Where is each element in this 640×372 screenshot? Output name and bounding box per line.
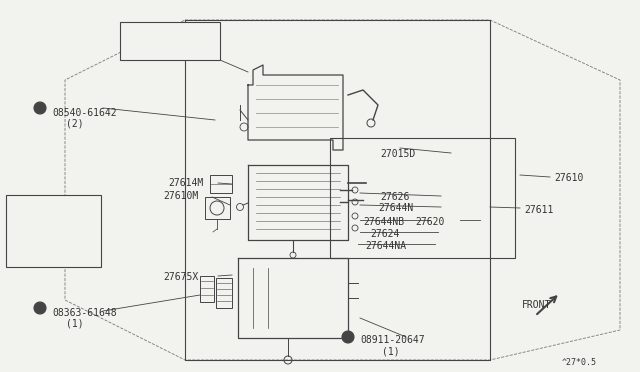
Bar bbox=[210, 175, 232, 193]
Bar bbox=[200, 276, 214, 302]
Text: N: N bbox=[345, 333, 351, 341]
Text: 27611: 27611 bbox=[524, 205, 554, 215]
Text: 27644N: 27644N bbox=[378, 203, 413, 213]
Text: (1): (1) bbox=[382, 346, 399, 356]
Circle shape bbox=[342, 331, 354, 343]
Text: 27620: 27620 bbox=[415, 217, 444, 227]
Text: 27624: 27624 bbox=[370, 229, 399, 239]
Bar bbox=[177, 42, 184, 54]
Text: 08540-61642: 08540-61642 bbox=[52, 108, 116, 118]
Text: 27614M: 27614M bbox=[168, 178, 204, 188]
Text: 27610: 27610 bbox=[554, 173, 584, 183]
Text: 08911-20647: 08911-20647 bbox=[360, 335, 424, 345]
Bar bbox=[6, 195, 101, 267]
Text: USA: USA bbox=[138, 32, 156, 42]
Text: (1): (1) bbox=[66, 319, 84, 329]
Bar bbox=[120, 22, 220, 60]
Text: S: S bbox=[37, 103, 43, 112]
Text: 27850N: 27850N bbox=[32, 237, 67, 247]
Text: S: S bbox=[37, 304, 43, 312]
Text: 27015D: 27015D bbox=[380, 149, 415, 159]
Text: 27626: 27626 bbox=[380, 192, 410, 202]
Bar bbox=[186, 42, 193, 54]
Circle shape bbox=[34, 302, 46, 314]
Text: FRONT: FRONT bbox=[522, 300, 552, 310]
Bar bbox=[216, 278, 232, 308]
Bar bbox=[330, 138, 515, 258]
Bar bbox=[159, 42, 166, 54]
Text: 27675X: 27675X bbox=[163, 272, 198, 282]
Bar bbox=[150, 42, 157, 54]
Text: F/WITHOUT AIR CON: F/WITHOUT AIR CON bbox=[7, 255, 92, 264]
Bar bbox=[168, 42, 175, 54]
Bar bbox=[205, 197, 230, 219]
Text: ^27*0.5: ^27*0.5 bbox=[562, 358, 597, 367]
Bar bbox=[195, 42, 202, 54]
Text: 27620G: 27620G bbox=[133, 44, 168, 54]
Circle shape bbox=[34, 102, 46, 114]
Text: 27644NB: 27644NB bbox=[363, 217, 404, 227]
Text: 08363-61648: 08363-61648 bbox=[52, 308, 116, 318]
Text: 27644NA: 27644NA bbox=[365, 241, 406, 251]
Text: 27610M: 27610M bbox=[163, 191, 198, 201]
Text: (2): (2) bbox=[66, 119, 84, 129]
